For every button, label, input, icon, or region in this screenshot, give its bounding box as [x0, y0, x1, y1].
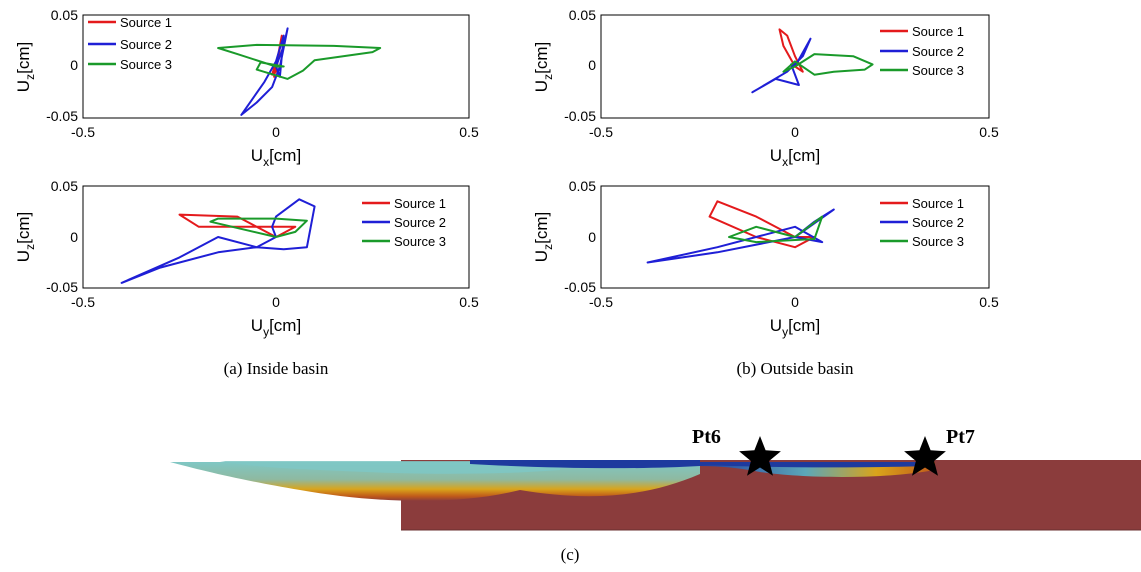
x-tick-label: -0.5 [71, 294, 95, 310]
panel-a-bottom: 0.05 0 -0.05 -0.5 0 0.5 Uy[cm] Uz[cm] So… [14, 178, 479, 339]
y-tick-label: 0 [70, 57, 78, 73]
legend-label: Source 3 [912, 234, 964, 249]
pt7-star-icon [904, 436, 946, 476]
trace-source-2 [646, 208, 835, 264]
x-tick-label: 0.5 [459, 124, 479, 140]
legend-label: Source 1 [120, 15, 172, 30]
plot-area [217, 27, 382, 116]
y-axis-label: Uz[cm] [532, 212, 555, 262]
y-tick-label: -0.05 [46, 108, 78, 124]
x-tick-label: 0 [791, 124, 799, 140]
y-axis-label: Uz[cm] [14, 42, 37, 92]
plot-area [120, 198, 316, 284]
plot-area [646, 200, 835, 264]
pt6-label: Pt6 [692, 426, 721, 448]
legend-label: Source 2 [912, 215, 964, 230]
legend: Source 1 Source 2 Source 3 [880, 24, 964, 78]
caption-b: (b) Outside basin [736, 359, 854, 378]
x-tick-label: 0.5 [979, 294, 999, 310]
points: Pt6 Pt7 [692, 426, 975, 476]
trace-source-3 [728, 215, 824, 244]
panel-a-top: 0.05 0 -0.05 -0.5 0 0.5 Ux[cm] Uz[cm] So… [14, 7, 479, 169]
basin-cross-section [170, 460, 1141, 531]
x-tick-label: 0.5 [979, 124, 999, 140]
legend-label: Source 3 [912, 63, 964, 78]
pt6-star-icon [739, 436, 781, 476]
trace-source-1 [778, 28, 804, 73]
trace-source-2 [120, 198, 316, 284]
x-tick-label: -0.5 [589, 294, 613, 310]
trace-source-3 [217, 43, 382, 80]
x-axis-label: Uy[cm] [251, 316, 301, 339]
y-axis-label: Uz[cm] [14, 212, 37, 262]
legend: Source 1 Source 2 Source 3 [88, 15, 172, 72]
y-tick-label: 0 [588, 229, 596, 245]
legend: Source 1 Source 2 Source 3 [362, 196, 446, 249]
legend-label: Source 2 [394, 215, 446, 230]
trace-source-3 [209, 217, 308, 238]
legend-label: Source 3 [394, 234, 446, 249]
basin-surface-layer [470, 460, 700, 469]
y-tick-label: 0.05 [569, 178, 596, 194]
y-tick-label: 0.05 [51, 7, 78, 23]
legend-label: Source 3 [120, 57, 172, 72]
y-tick-label: 0 [70, 229, 78, 245]
plot-frame [600, 185, 990, 289]
panel-b-top: 0.05 0 -0.05 -0.5 0 0.5 Ux[cm] Uz[cm] So… [532, 7, 999, 169]
y-tick-label: 0.05 [51, 178, 78, 194]
panel-b-bottom: 0.05 0 -0.05 -0.5 0 0.5 Uy[cm] Uz[cm] So… [532, 178, 999, 339]
x-tick-label: -0.5 [589, 124, 613, 140]
plot-frame [82, 14, 470, 119]
legend-label: Source 1 [912, 196, 964, 211]
x-tick-label: 0.5 [459, 294, 479, 310]
x-tick-label: 0 [791, 294, 799, 310]
legend-label: Source 1 [912, 24, 964, 39]
caption-a: (a) Inside basin [224, 359, 329, 378]
trace-source-1 [178, 213, 297, 238]
pt7-label: Pt7 [946, 426, 975, 448]
legend-label: Source 2 [120, 37, 172, 52]
plot-area [751, 28, 874, 94]
basin-sediment [170, 462, 700, 501]
x-tick-label: -0.5 [71, 124, 95, 140]
trace-source-2 [240, 27, 289, 116]
legend: Source 1 Source 2 Source 3 [880, 196, 964, 249]
x-axis-label: Ux[cm] [770, 146, 820, 169]
plot-frame [82, 185, 470, 289]
y-tick-label: 0 [588, 57, 596, 73]
x-tick-label: 0 [272, 124, 280, 140]
y-tick-label: -0.05 [46, 279, 78, 295]
legend-label: Source 1 [394, 196, 446, 211]
x-axis-label: Uy[cm] [770, 316, 820, 339]
y-axis-label: Uz[cm] [532, 42, 555, 92]
y-tick-label: -0.05 [564, 108, 596, 124]
x-axis-label: Ux[cm] [251, 146, 301, 169]
legend-label: Source 2 [912, 44, 964, 59]
caption-c: (c) [561, 545, 580, 564]
y-tick-label: 0.05 [569, 7, 596, 23]
x-tick-label: 0 [272, 294, 280, 310]
plot-frame [600, 14, 990, 119]
trace-source-3 [782, 53, 874, 76]
trace-source-2 [751, 37, 812, 94]
y-tick-label: -0.05 [564, 279, 596, 295]
